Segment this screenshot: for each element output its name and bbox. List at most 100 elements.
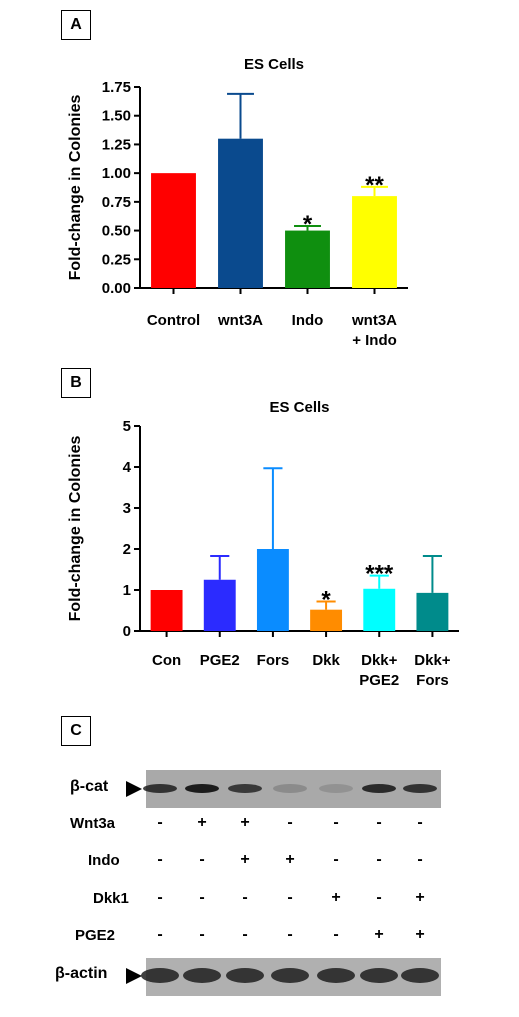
beta-actin-band — [317, 968, 355, 983]
panel-label-c: C — [61, 716, 91, 746]
beta-actin-band — [141, 968, 179, 983]
chart-title: ES Cells — [244, 56, 304, 73]
condition-mark: - — [376, 889, 382, 906]
condition-mark: + — [285, 851, 295, 868]
condition-mark: - — [157, 814, 163, 831]
condition-label: Indo — [88, 852, 120, 869]
beta-cat-label: β-cat — [70, 778, 109, 795]
bar — [310, 609, 343, 631]
y-tick-label: 0 — [123, 623, 131, 640]
bar — [285, 230, 330, 288]
bar — [150, 590, 183, 631]
condition-mark: + — [415, 889, 425, 906]
y-axis-label: Fold-change in Colonies — [67, 436, 84, 622]
x-tick-label: PGE2 — [359, 672, 399, 689]
beta-actin-band — [360, 968, 398, 983]
y-tick-label: 1.50 — [102, 108, 131, 125]
condition-mark: - — [287, 926, 293, 943]
condition-mark: - — [333, 926, 339, 943]
x-tick-label: Fors — [416, 672, 449, 689]
condition-mark: - — [333, 851, 339, 868]
bar — [218, 138, 263, 288]
condition-mark: - — [199, 926, 205, 943]
y-tick-label: 1.25 — [102, 136, 131, 153]
beta-actin-blot — [141, 958, 441, 996]
y-tick-label: 4 — [123, 459, 132, 476]
condition-mark: - — [417, 851, 423, 868]
x-tick-label: Control — [147, 312, 200, 329]
significance-label: *** — [365, 561, 394, 588]
condition-mark: + — [331, 889, 341, 906]
condition-mark: - — [199, 889, 205, 906]
beta-actin-arrow-icon — [126, 968, 142, 984]
condition-mark: + — [415, 926, 425, 943]
beta-actin-band — [183, 968, 221, 983]
chart-title: ES Cells — [269, 399, 329, 416]
y-tick-label: 3 — [123, 500, 131, 517]
panel-label-a: A — [61, 10, 91, 40]
x-tick-label: Indo — [292, 312, 324, 329]
y-tick-label: 1.75 — [102, 79, 131, 96]
condition-label: Wnt3a — [70, 815, 115, 832]
y-tick-label: 0.75 — [102, 194, 131, 211]
condition-mark: - — [157, 926, 163, 943]
condition-mark: - — [287, 814, 293, 831]
beta-cat-band — [273, 784, 307, 793]
condition-label: PGE2 — [75, 927, 116, 944]
significance-label: ** — [365, 172, 384, 199]
y-tick-label: 2 — [123, 541, 131, 558]
beta-cat-band — [403, 784, 437, 793]
beta-actin-band — [401, 968, 439, 983]
x-tick-label: + Indo — [352, 332, 397, 349]
bar — [416, 592, 449, 631]
condition-mark: - — [242, 889, 248, 906]
condition-label: Dkk1 — [93, 890, 129, 907]
beta-actin-label: β-actin — [55, 965, 108, 982]
y-tick-label: 0.25 — [102, 251, 131, 268]
panel-label-b: B — [61, 368, 91, 398]
y-tick-label: 0.00 — [102, 280, 131, 297]
condition-mark: - — [157, 851, 163, 868]
condition-mark: - — [157, 889, 163, 906]
condition-mark: - — [417, 814, 423, 831]
condition-mark: - — [333, 814, 339, 831]
chart-a: ES Cells Fold-change in Colonies 0.00 0.25 0… — [67, 56, 408, 349]
condition-mark: + — [240, 851, 250, 868]
beta-cat-band — [228, 784, 262, 793]
bar — [352, 196, 397, 288]
significance-label: * — [321, 586, 331, 613]
bar — [203, 579, 236, 631]
condition-mark: - — [376, 851, 382, 868]
bar — [363, 588, 396, 631]
y-tick-label: 5 — [123, 418, 131, 435]
y-axis-label: Fold-change in Colonies — [67, 95, 84, 281]
beta-cat-band — [143, 784, 177, 793]
x-tick-label: Dkk+ — [414, 652, 451, 669]
condition-mark: - — [199, 851, 205, 868]
y-tick-label: 1.00 — [102, 165, 131, 182]
beta-cat-band — [362, 784, 396, 793]
y-tick-label: 0.50 — [102, 223, 131, 240]
condition-mark: - — [287, 889, 293, 906]
bar — [151, 173, 196, 288]
beta-cat-arrow-icon — [126, 781, 142, 797]
bar — [256, 549, 289, 631]
condition-mark: + — [197, 814, 207, 831]
beta-cat-band — [319, 784, 353, 793]
beta-actin-band — [271, 968, 309, 983]
condition-mark: + — [240, 814, 250, 831]
x-tick-label: Dkk — [312, 652, 340, 669]
y-tick-label: 1 — [123, 582, 131, 599]
condition-mark: - — [376, 814, 382, 831]
beta-cat-band — [185, 784, 219, 793]
x-tick-label: wnt3A — [351, 312, 397, 329]
x-tick-label: PGE2 — [200, 652, 240, 669]
beta-actin-band — [226, 968, 264, 983]
x-tick-label: Con — [152, 652, 181, 669]
chart-b: ES Cells Fold-change in Colonies 0 1 2 3 4 5 Con… — [67, 399, 459, 689]
x-tick-label: Fors — [257, 652, 290, 669]
x-tick-label: wnt3A — [217, 312, 263, 329]
beta-cat-blot — [143, 770, 441, 808]
x-tick-label: Dkk+ — [361, 652, 398, 669]
